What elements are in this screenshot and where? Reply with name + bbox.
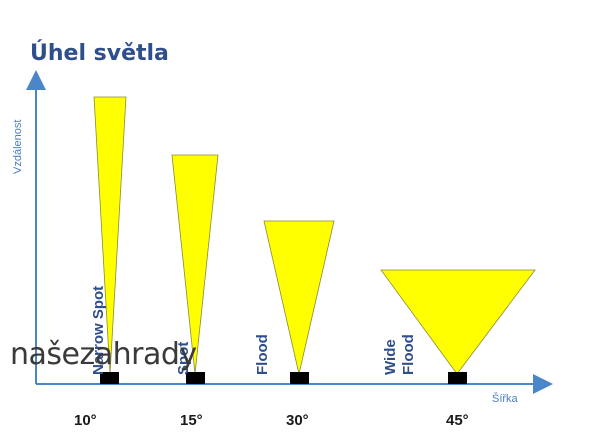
beam-label-line: Flood (254, 334, 271, 375)
beam-spot: Spot 15° (171, 154, 219, 429)
lamp-base (100, 372, 119, 384)
beam-label-line: Flood (400, 334, 417, 375)
angle-label: 15° (180, 412, 203, 429)
angle-label: 30° (286, 412, 309, 429)
beam-label-line: Spot (175, 342, 192, 375)
watermark: našezahrady (10, 337, 197, 372)
lamp-base (186, 372, 205, 384)
beam-label-line: Wide (382, 339, 399, 375)
beam-label: Wide Flood (382, 334, 417, 375)
y-axis-label: Vzdálenost (12, 120, 24, 174)
light-cone (263, 220, 335, 375)
light-cone (93, 96, 127, 375)
beam-label: Spot (175, 342, 192, 375)
lamp-base (290, 372, 309, 384)
beam-label: Flood (254, 334, 271, 375)
beam-wide-flood: Wide Flood 45° (380, 269, 536, 429)
angle-label: 45° (446, 412, 469, 429)
beam-label-line: Narrow Spot (90, 286, 107, 375)
x-axis-label: Šířka (492, 392, 519, 405)
beam-flood: Flood 30° (254, 220, 335, 429)
light-cone (171, 154, 219, 375)
beam-label: Narrow Spot (90, 286, 107, 375)
diagram-title: Úhel světla (30, 40, 169, 66)
light-cone (380, 269, 536, 375)
beam-narrow-spot: Narrow Spot 10° (74, 96, 127, 429)
angle-label: 10° (74, 412, 97, 429)
lamp-base (448, 372, 467, 384)
